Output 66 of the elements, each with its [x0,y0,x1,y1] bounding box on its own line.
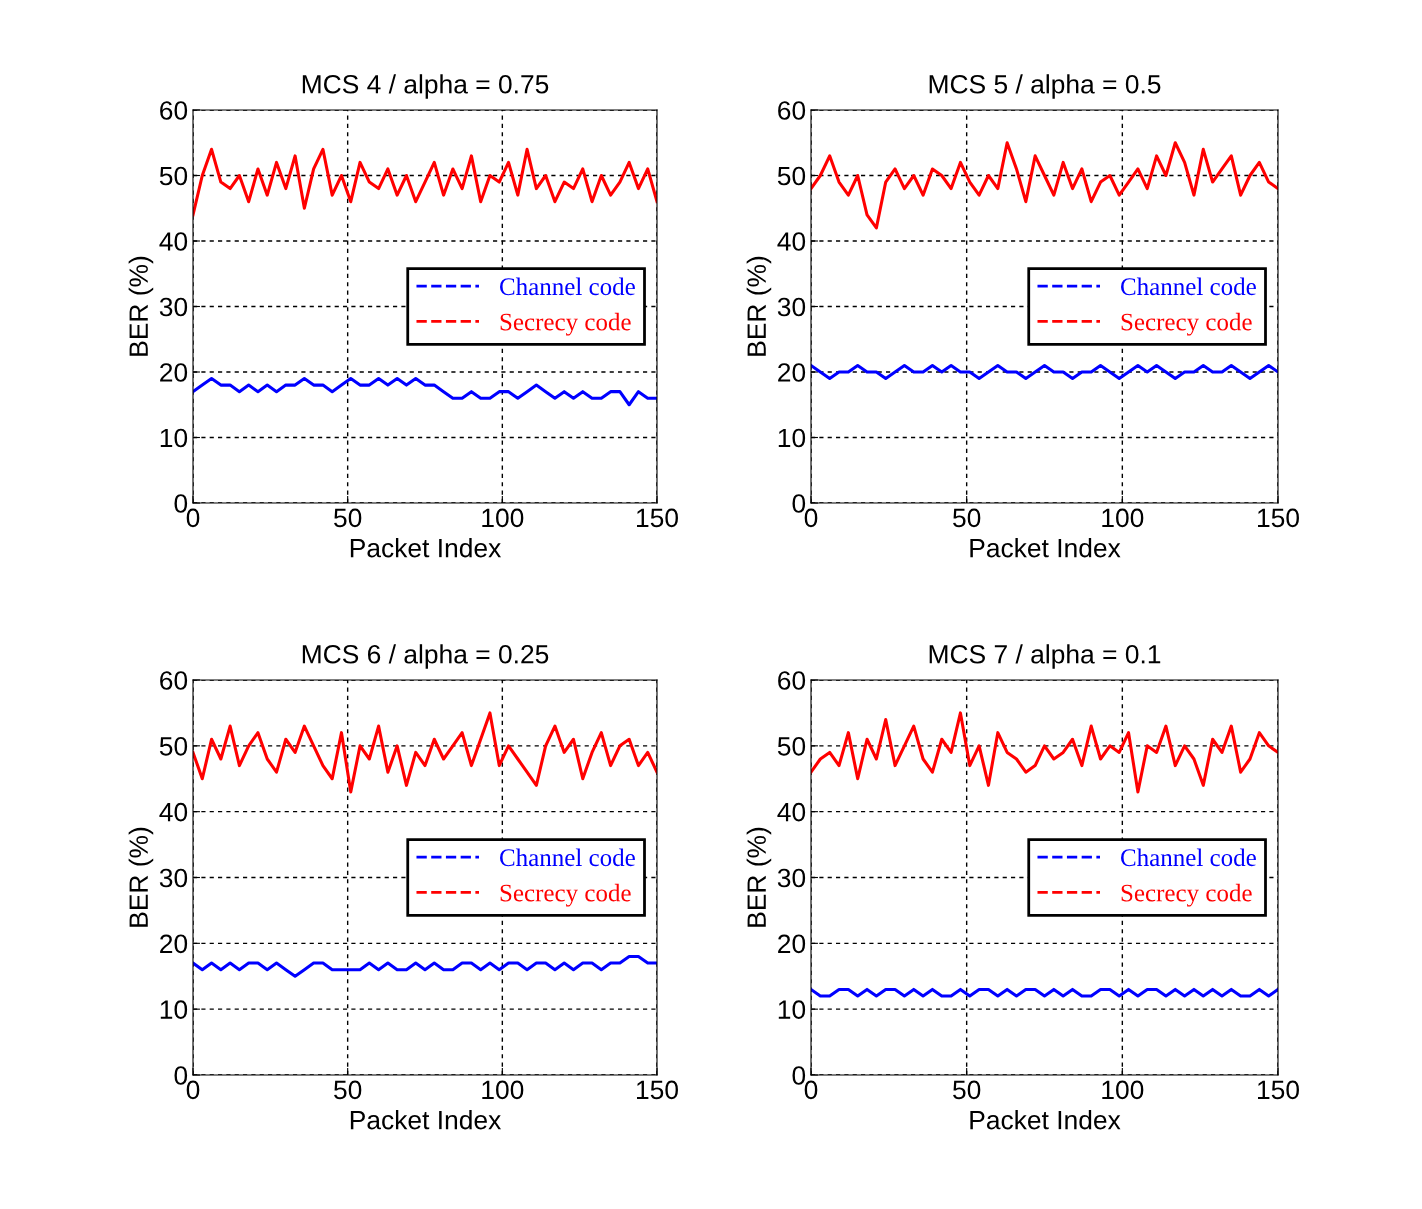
x-axis-title: Packet Index [970,538,1121,558]
line-series [193,147,657,217]
y-tick-label: 30 [777,868,806,888]
x-tick-label: 100 [482,1080,524,1100]
y-tick-label: 40 [777,232,806,251]
chart-title: MCS 6 / alpha = 0.25 [302,644,549,669]
x-axis-title: Packet Index [350,538,501,558]
line-series [193,954,657,978]
y-tick-label: 60 [778,671,806,690]
chart-title: MCS 4 / alpha = 0.75 [302,74,549,99]
legend-label: Secrecy code [1121,312,1252,336]
legend-label: Secrecy code [500,312,631,336]
x-axis-title: Packet Index [350,1110,501,1130]
x-tick-label: 100 [1102,1080,1144,1100]
legend-label: Channel code [1121,848,1256,867]
y-tick-label: 50 [777,736,806,756]
y-tick-label: 40 [159,802,188,822]
line-series [811,711,1278,794]
y-tick-label: 0 [792,1066,806,1085]
y-tick-label: 10 [160,1000,188,1019]
line-series [811,141,1278,230]
y-tick-label: 10 [778,1000,806,1019]
x-axis-title: Packet Index [970,1110,1121,1130]
x-tick-label: 50 [953,508,981,528]
x-tick-label: 150 [637,1080,678,1100]
y-axis-title: BER (%) [128,827,154,927]
chart-title: MCS 5 / alpha = 0.5 [929,74,1161,99]
x-tick-label: 50 [334,1080,362,1100]
line-series [193,711,657,794]
y-tick-label: 20 [778,363,806,382]
y-tick-label: 60 [778,101,806,120]
x-tick-label: 100 [1102,508,1144,528]
y-tick-label: 20 [778,934,806,954]
chart-title: MCS 7 / alpha = 0.1 [929,644,1161,669]
y-tick-label: 50 [159,166,188,186]
y-tick-label: 50 [777,166,806,186]
legend-label: Secrecy code [500,883,631,907]
y-tick-label: 40 [159,232,188,251]
y-tick-label: 0 [792,494,806,513]
y-tick-label: 60 [160,101,188,120]
line-series [193,377,657,407]
y-tick-label: 50 [159,736,188,756]
y-tick-label: 30 [777,297,806,317]
legend-label: Channel code [1121,277,1256,296]
y-tick-label: 20 [160,934,188,954]
x-tick-label: 150 [1258,508,1299,528]
y-tick-label: 30 [159,297,188,317]
legend-label: Channel code [500,277,635,296]
y-axis-title: BER (%) [128,256,154,356]
y-tick-label: 0 [174,1066,188,1085]
x-tick-label: 50 [953,1080,981,1100]
y-tick-label: 20 [160,363,188,382]
y-axis-title: BER (%) [746,827,772,927]
x-tick-label: 100 [482,508,524,528]
x-tick-label: 150 [1258,1080,1299,1100]
x-tick-label: 150 [637,508,678,528]
y-tick-label: 0 [174,494,188,513]
legend-label: Secrecy code [1121,883,1252,907]
y-tick-label: 10 [778,428,806,448]
y-tick-label: 40 [777,802,806,822]
legend-label: Channel code [500,848,635,867]
y-tick-label: 60 [160,671,188,690]
x-tick-label: 50 [334,508,362,528]
y-tick-label: 10 [160,428,188,448]
y-tick-label: 30 [159,868,188,888]
y-axis-title: BER (%) [746,256,772,356]
